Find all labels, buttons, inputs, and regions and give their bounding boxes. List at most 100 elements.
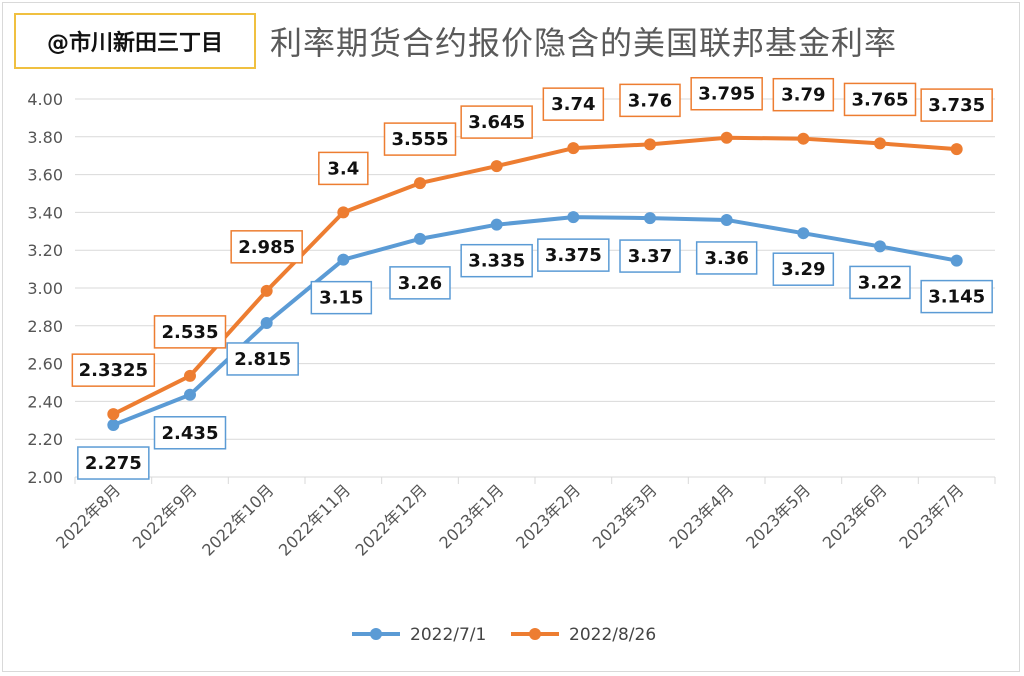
data-label-box <box>310 280 373 315</box>
data-label-box <box>619 239 681 273</box>
watermark-text: @市川新田三丁目 <box>46 31 223 56</box>
data-label: 3.29 <box>781 259 825 280</box>
data-point <box>260 316 273 329</box>
y-tick-label: 2.00 <box>27 468 63 487</box>
data-point <box>414 177 426 190</box>
y-tick-label: 3.00 <box>27 279 63 298</box>
data-label: 3.22 <box>858 272 902 293</box>
data-point <box>874 240 886 253</box>
data-label-box <box>542 87 605 121</box>
legend-label: 2022/8/26 <box>569 625 656 645</box>
data-label-box <box>849 265 911 300</box>
x-tick-label: 2023年1月 <box>435 480 507 552</box>
series-line <box>111 135 959 417</box>
data-label: 3.15 <box>319 288 363 309</box>
x-tick-label: 2022年9月 <box>129 480 201 552</box>
x-tick-label: 2023年5月 <box>742 480 814 552</box>
y-tick-label: 4.00 <box>27 90 63 109</box>
data-point <box>414 232 426 245</box>
data-label: 2.275 <box>85 453 142 474</box>
data-point <box>260 284 273 297</box>
data-label-box <box>772 252 835 286</box>
data-label: 2.815 <box>234 349 291 370</box>
data-label: 3.645 <box>468 112 525 133</box>
data-label-box <box>153 315 227 349</box>
data-label-box <box>71 353 156 387</box>
data-label: 3.375 <box>545 245 602 266</box>
data-label-box <box>230 230 303 264</box>
data-label: 3.36 <box>704 248 748 269</box>
data-label: 3.4 <box>327 158 359 179</box>
series-line <box>111 215 959 428</box>
data-label-box <box>920 279 993 314</box>
data-label-box <box>920 88 993 122</box>
data-point <box>567 142 580 155</box>
data-label-box <box>772 77 835 112</box>
data-label: 3.26 <box>398 273 442 294</box>
y-tick-label: 2.80 <box>27 317 63 336</box>
data-point <box>490 160 503 173</box>
x-tick-label: 2023年2月 <box>512 480 584 552</box>
legend-label: 2022/7/1 <box>410 625 486 645</box>
data-label-box <box>843 82 917 117</box>
data-label: 2.3325 <box>79 360 148 381</box>
data-label-box <box>619 83 681 118</box>
data-point <box>797 227 810 240</box>
data-label: 3.795 <box>698 84 755 105</box>
data-point <box>107 419 120 432</box>
data-label-box <box>153 416 227 450</box>
x-tick-label: 2023年7月 <box>895 480 967 552</box>
data-label: 3.735 <box>928 95 985 116</box>
y-tick-label: 3.60 <box>27 166 63 185</box>
data-label-box <box>318 151 369 186</box>
data-point <box>874 137 886 150</box>
y-tick-label: 3.80 <box>27 128 63 147</box>
data-label: 2.435 <box>162 423 219 444</box>
data-label-box <box>460 243 533 278</box>
data-label-box <box>226 342 299 376</box>
data-point <box>490 218 503 231</box>
data-point <box>337 253 350 266</box>
x-tick-label: 2023年6月 <box>819 480 891 552</box>
data-label-box <box>690 76 763 111</box>
data-label: 2.985 <box>238 237 295 258</box>
data-point <box>720 131 733 144</box>
data-label-box <box>389 266 451 300</box>
x-tick-label: 2022年8月 <box>52 480 124 552</box>
data-label: 2.535 <box>162 322 219 343</box>
data-point <box>720 213 733 226</box>
data-point <box>950 254 963 267</box>
data-label-box <box>537 238 610 272</box>
data-point <box>184 388 196 401</box>
data-label: 3.37 <box>628 246 672 267</box>
x-tick-label: 2022年11月 <box>275 480 354 559</box>
y-tick-label: 2.40 <box>27 392 63 411</box>
legend-swatch-marker <box>529 628 541 640</box>
x-tick-label: 2023年4月 <box>665 480 737 552</box>
data-label-box <box>77 446 150 480</box>
y-tick-label: 2.60 <box>27 355 63 374</box>
data-point <box>107 408 120 421</box>
data-point <box>567 211 580 224</box>
data-point <box>950 143 963 156</box>
data-label-box <box>383 122 457 156</box>
data-point <box>337 206 350 219</box>
x-tick-label: 2022年12月 <box>352 480 431 559</box>
data-point <box>797 132 810 145</box>
watermark-badge: @市川新田三丁目 <box>14 13 256 69</box>
y-tick-label: 3.20 <box>27 241 63 260</box>
data-label: 3.145 <box>928 287 985 308</box>
y-tick-label: 2.20 <box>27 430 63 449</box>
data-label: 3.765 <box>852 89 909 110</box>
data-label: 3.76 <box>628 90 672 111</box>
data-label: 3.74 <box>551 94 595 115</box>
data-label-box <box>695 241 758 275</box>
data-label: 3.555 <box>392 129 449 150</box>
data-label: 3.79 <box>781 85 825 106</box>
chart-title: 利率期货合约报价隐含的美国联邦基金利率 <box>270 24 898 62</box>
data-label: 3.335 <box>468 251 525 272</box>
x-tick-label: 2023年3月 <box>589 480 661 552</box>
x-tick-label: 2022年10月 <box>198 480 277 559</box>
